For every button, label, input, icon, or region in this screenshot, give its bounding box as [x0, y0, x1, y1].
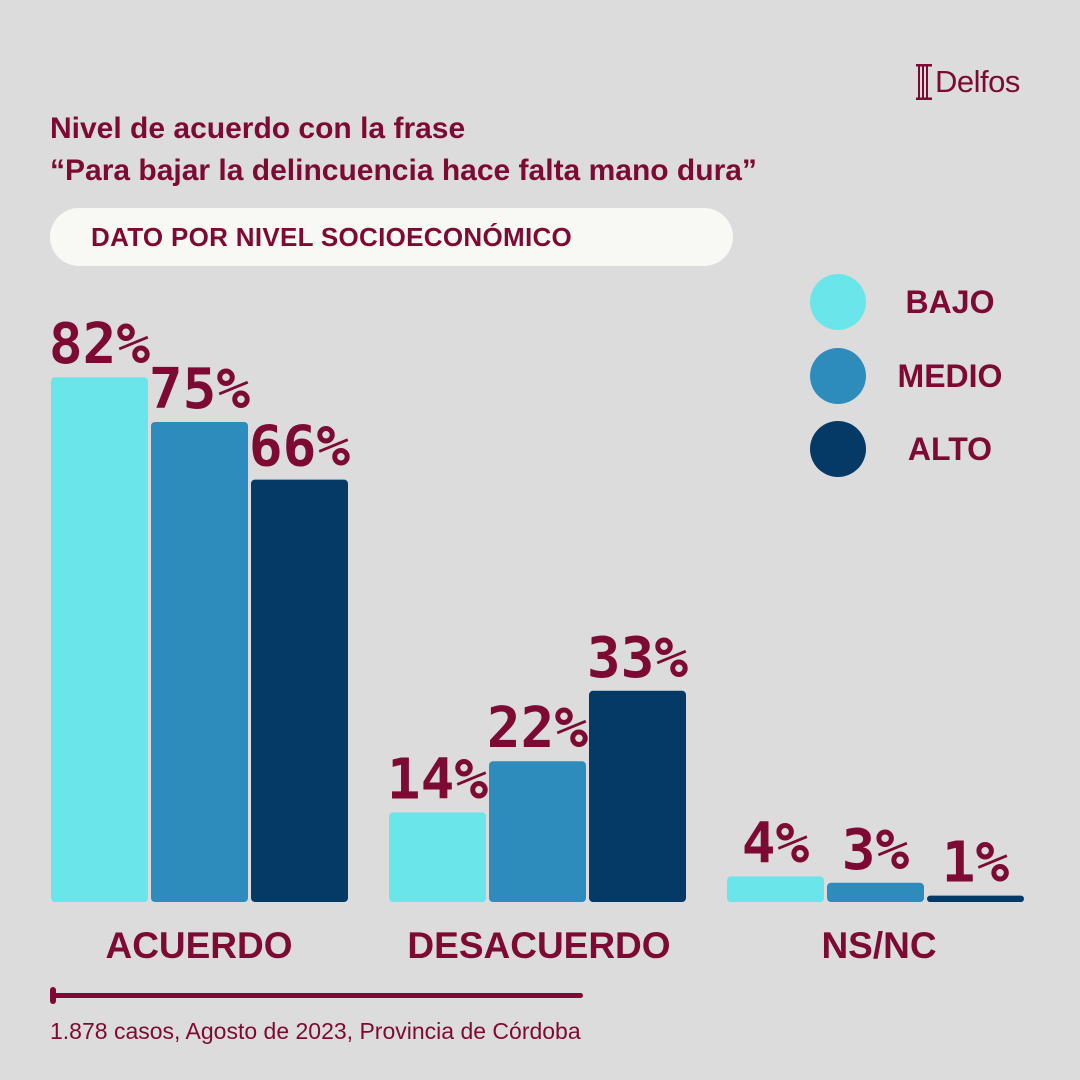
brand-logo: Delfos	[915, 60, 1020, 104]
footer-rule	[50, 993, 583, 998]
value-label-ns-nc-alto: 1%	[942, 831, 1010, 896]
legend-label-bajo: BAJO	[905, 283, 995, 320]
legend-swatch-medio	[810, 348, 866, 404]
bar-acuerdo-bajo	[51, 377, 148, 902]
bar-ns-nc-alto	[927, 895, 1024, 902]
bar-acuerdo-medio	[151, 422, 248, 902]
chart-title-line-2: “Para bajar la delincuencia hace falta m…	[50, 154, 757, 187]
subtitle-pill: DATO POR NIVEL SOCIOECONÓMICO	[50, 208, 733, 266]
value-label-acuerdo-medio: 75%	[149, 357, 250, 422]
source-note: 1.878 casos, Agosto de 2023, Provincia d…	[50, 1018, 581, 1044]
value-label-ns-nc-medio: 3%	[842, 818, 910, 883]
chart-title-line-1: Nivel de acuerdo con la frase	[50, 112, 466, 145]
value-label-ns-nc-bajo: 4%	[742, 811, 810, 876]
legend-item-medio: MEDIO	[810, 347, 1002, 405]
bar-acuerdo-alto	[251, 479, 348, 902]
bar-desacuerdo-bajo	[389, 812, 486, 902]
bar-desacuerdo-medio	[489, 761, 586, 902]
legend-label-alto: ALTO	[907, 430, 993, 467]
value-label-desacuerdo-bajo: 14%	[387, 747, 488, 812]
legend-item-bajo: BAJO	[810, 273, 994, 331]
brand-name: Delfos	[935, 64, 1020, 99]
value-label-acuerdo-alto: 66%	[249, 415, 350, 480]
bar-ns-nc-bajo	[727, 876, 824, 902]
legend-label-medio: MEDIO	[897, 357, 1003, 394]
legend-swatch-bajo	[810, 274, 866, 330]
legend-item-alto: ALTO	[810, 420, 992, 478]
bar-ns-nc-medio	[827, 882, 924, 902]
delfos-logo-icon	[916, 64, 932, 100]
category-label-desacuerdo: DESACUERDO	[407, 925, 670, 966]
bar-desacuerdo-alto	[589, 690, 686, 902]
category-label-acuerdo: ACUERDO	[105, 925, 292, 966]
chart-title: Nivel de acuerdo con la frase “Para baja…	[50, 108, 757, 192]
category-label-ns-nc: NS/NC	[821, 925, 936, 966]
legend-swatch-alto	[810, 421, 866, 477]
value-label-desacuerdo-medio: 22%	[487, 696, 588, 761]
value-label-desacuerdo-alto: 33%	[587, 626, 688, 691]
value-label-acuerdo-bajo: 82%	[49, 312, 150, 377]
